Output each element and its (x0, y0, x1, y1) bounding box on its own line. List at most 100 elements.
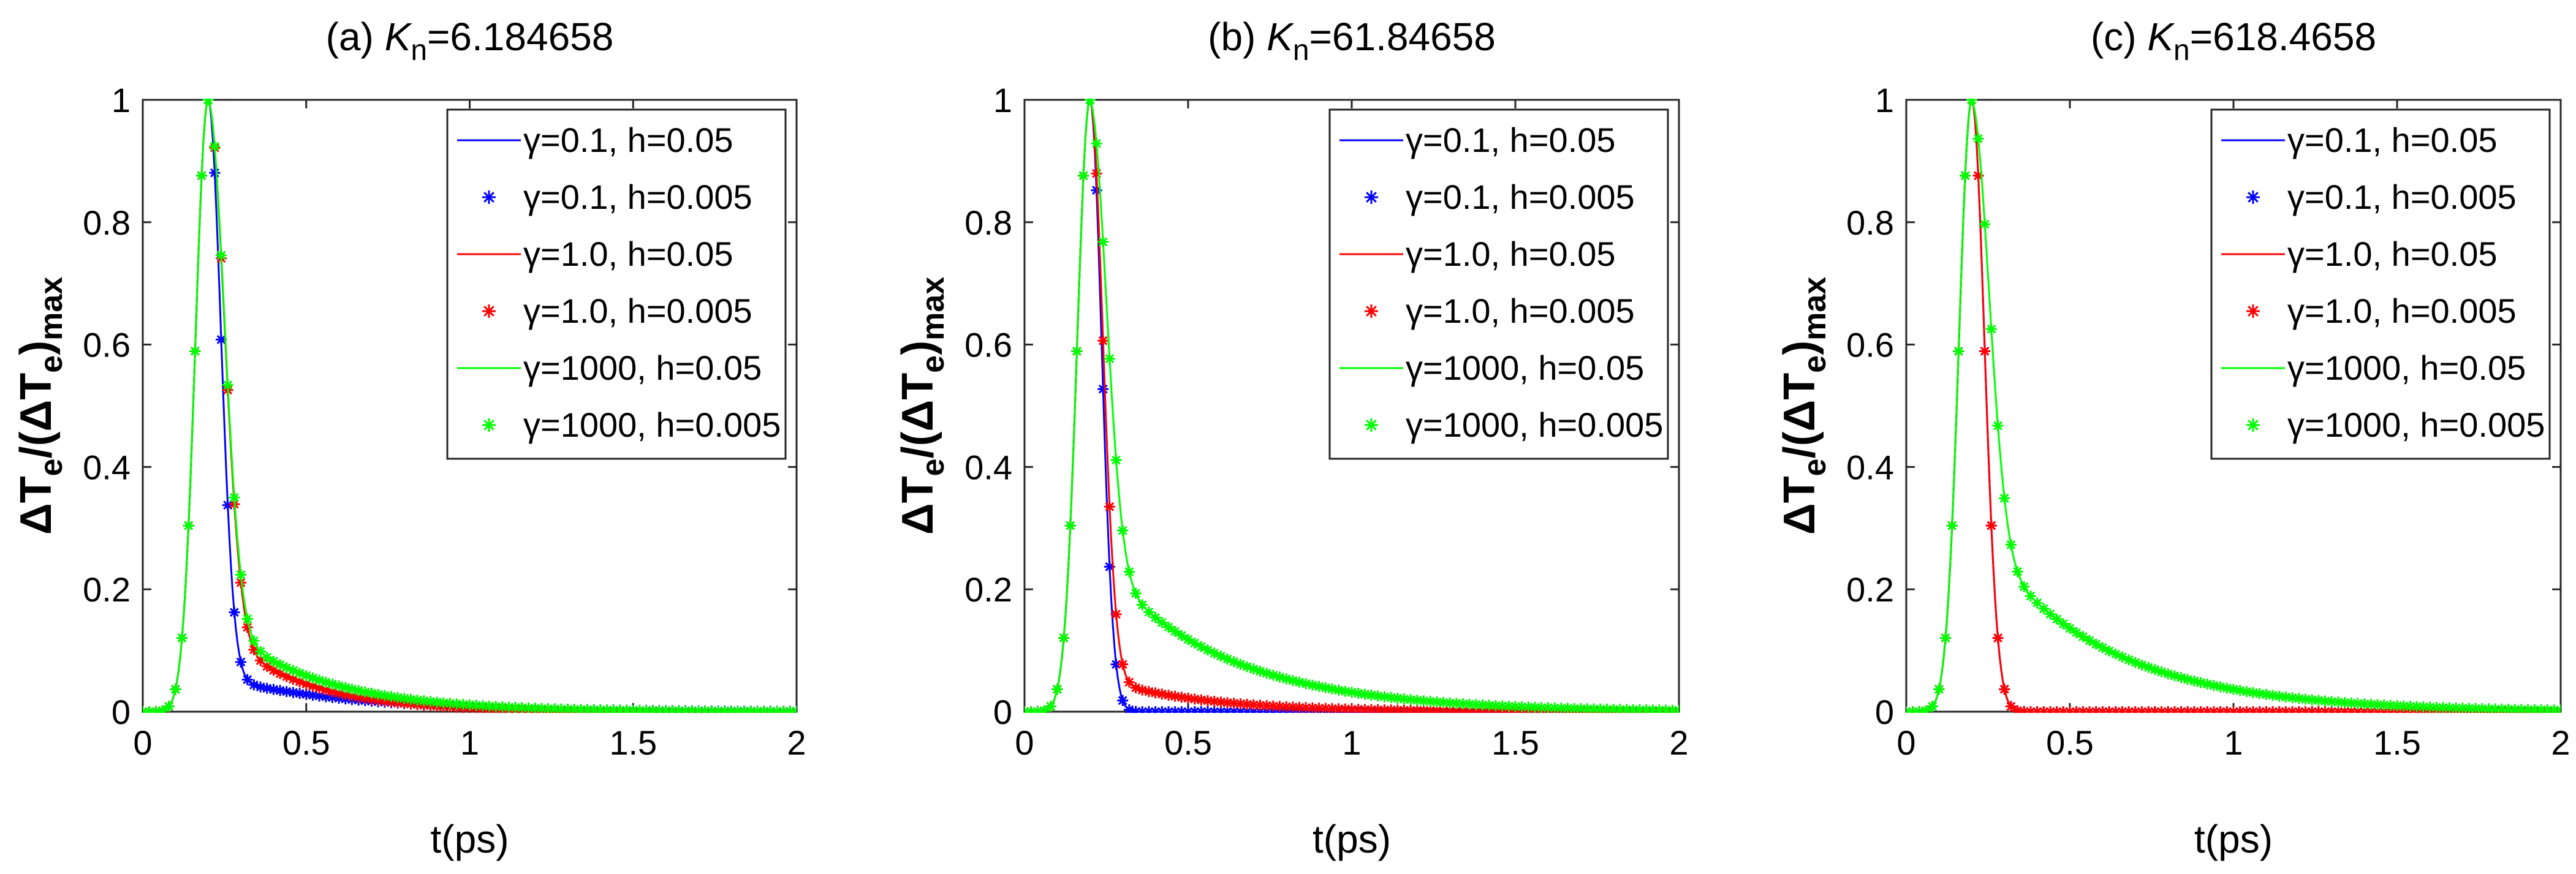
series-marker-0.1 (235, 656, 246, 668)
series-marker-1000 (1333, 684, 1344, 696)
series-marker-1000 (2483, 703, 2495, 713)
series-marker-1.0 (1091, 168, 1102, 179)
y-axis-label: ΔTe/(ΔTe)max (1775, 277, 1833, 535)
series-marker-1000 (2064, 622, 2075, 634)
plot-area (1906, 99, 2561, 713)
series-marker-1000 (275, 659, 286, 671)
series-marker-1.0 (1999, 684, 2010, 695)
series-marker-0.1 (314, 690, 325, 702)
legend-entry-label: γ=1.0, h=0.05 (2287, 235, 2498, 273)
legend-entry-label: γ=1.0, h=0.005 (2287, 292, 2517, 330)
series-marker-1.0 (346, 690, 358, 702)
series-marker-1000 (2254, 688, 2265, 699)
series-marker-1.0 (2129, 706, 2141, 713)
series-marker-1.0 (366, 693, 377, 705)
series-marker-0.1 (1189, 706, 1200, 713)
series-marker-1000 (1385, 691, 1397, 703)
series-marker-1000 (1608, 704, 1619, 713)
series-marker-1000 (1438, 696, 1449, 708)
y-tick-label: 0.6 (964, 326, 1012, 364)
series-marker-1.0 (1104, 501, 1115, 513)
y-label-delta: Δ (12, 503, 61, 535)
series-marker-1.0 (1985, 520, 1997, 532)
series-marker-1000 (189, 345, 201, 357)
series-marker-1.0 (2202, 706, 2213, 713)
panel-title: (b) Kn=61.84658 (1208, 15, 1496, 67)
legend: γ=0.1, h=0.05 γ=0.1, h=0.005 γ=1.0, h=0.05… (446, 108, 787, 460)
series-marker-1000 (2195, 677, 2207, 688)
legend-entry-label: γ=0.1, h=0.05 (1406, 121, 1616, 159)
series-marker-1000 (2097, 642, 2108, 654)
series-marker-1000 (1536, 702, 1547, 713)
series-marker-1000 (588, 704, 600, 713)
series-marker-1.0 (1438, 705, 1449, 713)
series-marker-1.0 (1202, 695, 1213, 706)
series-marker-1.0 (281, 671, 292, 682)
series-marker-1.0 (1359, 704, 1371, 713)
series-marker-1.0 (1183, 692, 1194, 704)
series-marker-1000 (1999, 492, 2010, 504)
series-marker-1.0 (287, 674, 299, 685)
series-marker-1.0 (1228, 698, 1240, 709)
series-marker-0.1 (1267, 706, 1279, 713)
series-marker-1000 (791, 706, 797, 713)
y-tick-label: 1 (993, 81, 1012, 119)
series-marker-1000 (2542, 704, 2553, 713)
y-tick-label: 0.8 (1846, 203, 1894, 242)
y-tick-label: 0.4 (964, 448, 1012, 486)
series-marker-1000 (1051, 684, 1063, 695)
series-marker-1000 (1306, 679, 1318, 691)
y-label-mid: /( (12, 432, 61, 459)
series-marker-1.0 (1300, 702, 1312, 713)
series-marker-1000 (170, 684, 181, 695)
series-marker-1000 (1183, 634, 1194, 646)
series-marker-1000 (2169, 670, 2180, 682)
series-marker-0.1 (255, 681, 267, 693)
series-marker-1000 (1078, 170, 1089, 181)
series-marker-1.0 (2005, 701, 2017, 712)
series-marker-1000 (732, 706, 743, 713)
series-marker-1.0 (1444, 705, 1456, 713)
series-marker-1.0 (2045, 706, 2056, 713)
series-marker-1000 (2411, 701, 2422, 712)
series-marker-1000 (523, 702, 534, 713)
y-label-T: T (893, 476, 942, 503)
series-marker-1.0 (339, 689, 351, 701)
series-marker-1.0 (2031, 706, 2043, 713)
series-marker-1000 (1940, 632, 1952, 644)
series-marker-1000 (1920, 705, 1931, 713)
y-label-T2: T (12, 373, 61, 400)
series-marker-1000 (2070, 627, 2082, 638)
series-marker-1000 (2188, 675, 2200, 687)
series-marker-1.0 (2195, 706, 2207, 713)
series-marker-1000 (575, 704, 586, 713)
series-marker-1000 (1202, 644, 1213, 656)
series-marker-0.1 (1241, 706, 1253, 713)
series-marker-0.1 (1143, 706, 1154, 713)
y-label-T2: T (1775, 373, 1824, 400)
series-marker-1000 (255, 646, 267, 657)
series-marker-1.0 (1320, 703, 1332, 713)
series-marker-1.0 (2116, 706, 2128, 713)
series-marker-1000 (1588, 703, 1600, 713)
series-marker-1000 (176, 632, 188, 644)
series-marker-1000 (1366, 690, 1377, 701)
series-marker-1000 (307, 672, 319, 684)
legend-box (2210, 108, 2551, 460)
series-marker-1.0 (2313, 706, 2324, 713)
series-marker-1000 (1104, 353, 1115, 364)
series-marker-1000 (196, 170, 207, 181)
legend-marker-swatch (482, 418, 496, 432)
y-tick-label: 1 (1875, 81, 1894, 119)
legend-entry-label: γ=1.0, h=0.005 (1406, 292, 1635, 330)
series-marker-1000 (398, 693, 410, 704)
series-marker-1000 (771, 706, 782, 713)
series-marker-1000 (1562, 703, 1574, 713)
series-marker-1000 (1640, 704, 1652, 713)
series-marker-1.0 (2221, 706, 2233, 713)
series-marker-1000 (2398, 700, 2409, 712)
legend-entry-label: γ=1000, h=0.05 (2287, 348, 2526, 387)
title-prefix: (a) (326, 15, 385, 59)
series-marker-1000 (333, 680, 345, 691)
series-marker-1000 (562, 703, 574, 713)
